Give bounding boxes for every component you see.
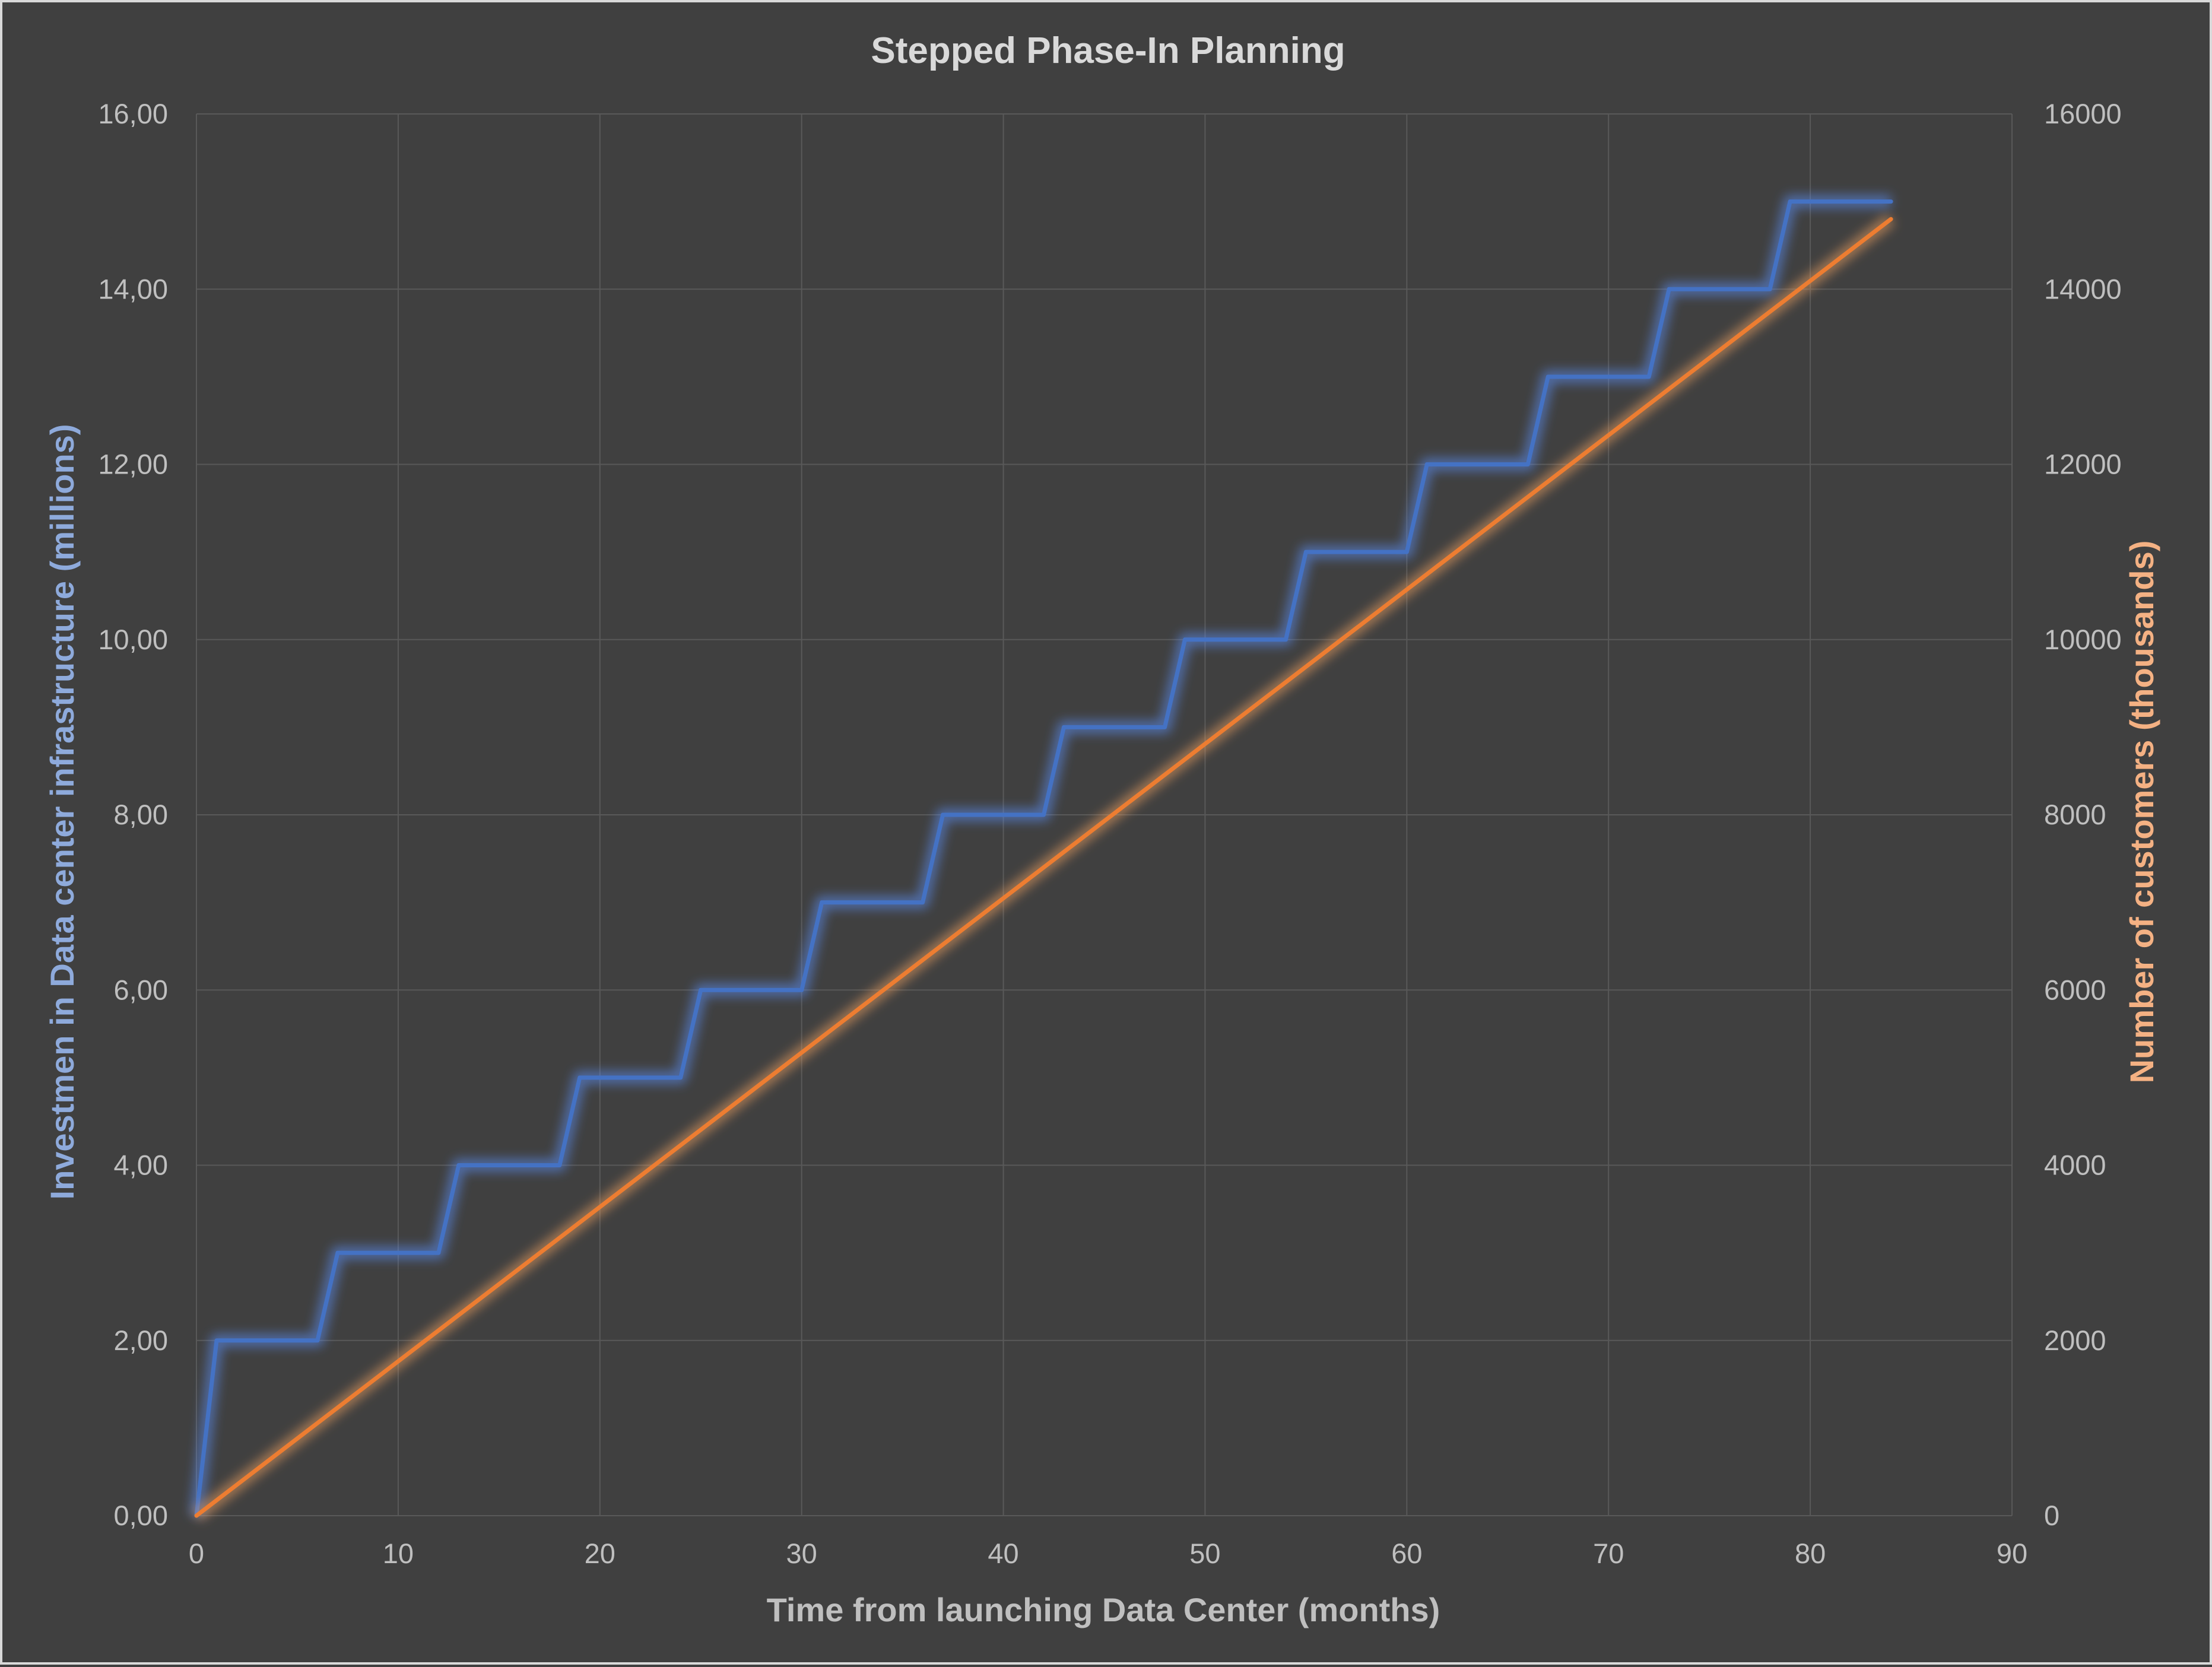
y-tick-label-left: 6,00: [114, 974, 168, 1005]
x-tick-label: 80: [1795, 1538, 1826, 1569]
series-layer: [190, 195, 1895, 1521]
series-line-customers: [194, 217, 1893, 1518]
y-axis-title-right: Number of customers (thousands): [2123, 541, 2160, 1084]
y-tick-label-left: 2,00: [114, 1325, 168, 1356]
x-tick-label: 0: [189, 1538, 204, 1569]
y-tick-label-left: 12,00: [98, 449, 168, 480]
y-tick-label-left: 14,00: [98, 273, 168, 304]
tick-labels: 0,00 0 2,00 2000 4,00 4000 6,00 6000 8,00 8000 10,…: [98, 98, 2121, 1569]
y-tick-label-right: 8000: [2044, 799, 2106, 830]
x-tick-label: 60: [1391, 1538, 1422, 1569]
x-tick-label: 70: [1593, 1538, 1624, 1569]
chart-title: Stepped Phase-In Planning: [871, 30, 1345, 71]
y-tick-label-right: 10000: [2044, 624, 2122, 655]
y-axis-title-left: Investmen in Data center infrastructure …: [43, 424, 81, 1200]
y-tick-label-right: 4000: [2044, 1150, 2106, 1181]
y-tick-label-right: 0: [2044, 1500, 2059, 1531]
y-tick-label-right: 12000: [2044, 449, 2122, 480]
x-tick-label: 30: [786, 1538, 817, 1569]
y-tick-label-right: 14000: [2044, 273, 2122, 304]
y-tick-label-right: 16000: [2044, 98, 2122, 129]
x-tick-label: 20: [585, 1538, 615, 1569]
y-tick-label-right: 6000: [2044, 974, 2106, 1005]
y-tick-label-right: 2000: [2044, 1325, 2106, 1356]
x-tick-label: 90: [1997, 1538, 2027, 1569]
y-tick-label-left: 10,00: [98, 624, 168, 655]
y-tick-label-left: 16,00: [98, 98, 168, 129]
x-axis-title: Time from launching Data Center (months): [767, 1591, 1440, 1628]
x-tick-label: 10: [383, 1538, 414, 1569]
series-line-investment: [194, 199, 1893, 1518]
y-tick-label-left: 8,00: [114, 799, 168, 830]
x-tick-label: 50: [1189, 1538, 1220, 1569]
x-tick-label: 40: [988, 1538, 1018, 1569]
y-tick-label-left: 0,00: [114, 1500, 168, 1531]
y-tick-label-left: 4,00: [114, 1150, 168, 1181]
